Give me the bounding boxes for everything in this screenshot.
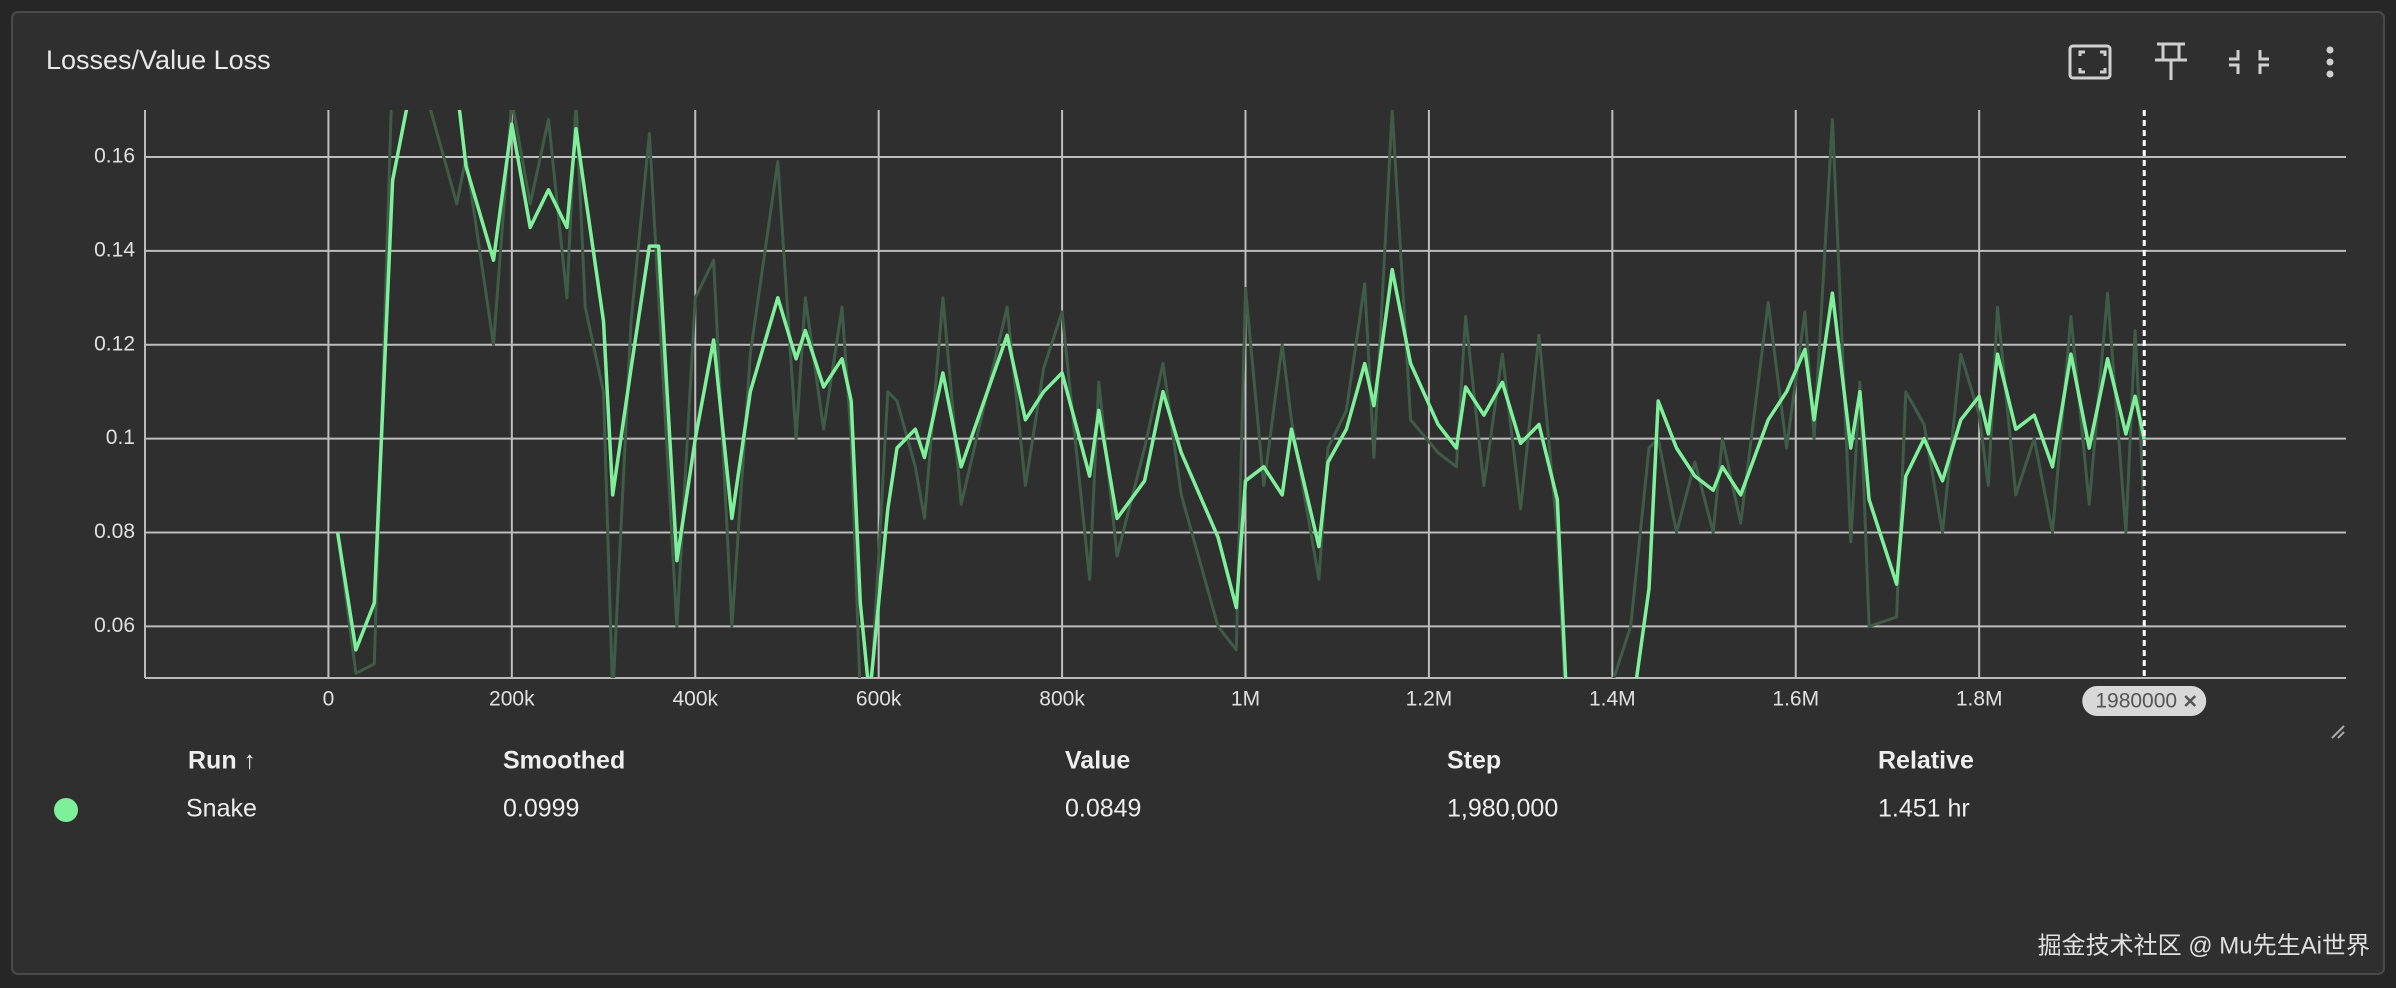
table-header: Smoothed <box>503 747 625 775</box>
table-header: Value <box>1065 747 1130 775</box>
y-tick-label: 0.12 <box>94 332 135 355</box>
table-cell: 0.0999 <box>503 795 579 823</box>
table-header[interactable]: Run ↑ <box>188 747 256 775</box>
x-tick-label: 1.8M <box>1956 688 2003 711</box>
cursor-label: 1980000 <box>2095 690 2177 713</box>
y-tick-label: 0.06 <box>94 614 135 637</box>
table-cell: 1.451 hr <box>1878 795 1970 823</box>
raw-line <box>336 110 2146 678</box>
fit-domain-button[interactable] <box>2068 44 2112 80</box>
y-tick-label: 0.08 <box>94 520 135 543</box>
table-cell: 1,980,000 <box>1447 795 1558 823</box>
pin-button[interactable] <box>2155 42 2187 80</box>
x-tick-label: 800k <box>1039 688 1085 711</box>
cursor-remove[interactable] <box>2184 695 2197 707</box>
y-tick-label: 0.16 <box>94 144 135 167</box>
card-title: Losses/Value Loss <box>46 45 271 75</box>
table-cell: Snake <box>186 795 257 823</box>
collapse-button[interactable] <box>2229 50 2269 74</box>
more-menu-button[interactable] <box>2326 46 2334 78</box>
smoothed-line <box>335 110 2146 678</box>
x-tick-label: 600k <box>856 688 902 711</box>
x-tick-label: 1.2M <box>1406 688 1453 711</box>
y-tick-label: 0.14 <box>94 238 135 261</box>
run-color-dot <box>54 798 78 822</box>
x-tick-label: 400k <box>672 688 718 711</box>
y-tick-label: 0.1 <box>106 426 135 449</box>
resize-handle[interactable] <box>2331 725 2345 739</box>
x-tick-label: 1.6M <box>1772 688 1819 711</box>
table-header: Step <box>1447 747 1501 775</box>
x-tick-label: 200k <box>489 688 535 711</box>
watermark: 掘金技术社区 @ Mu先生Ai世界 <box>2038 932 2370 959</box>
x-tick-label: 0 <box>323 688 335 711</box>
x-tick-label: 1.4M <box>1589 688 1636 711</box>
cursor-chip <box>2082 686 2207 716</box>
table-cell: 0.0849 <box>1065 795 1141 823</box>
table-header: Relative <box>1878 747 1974 775</box>
x-tick-label: 1M <box>1231 688 1260 711</box>
